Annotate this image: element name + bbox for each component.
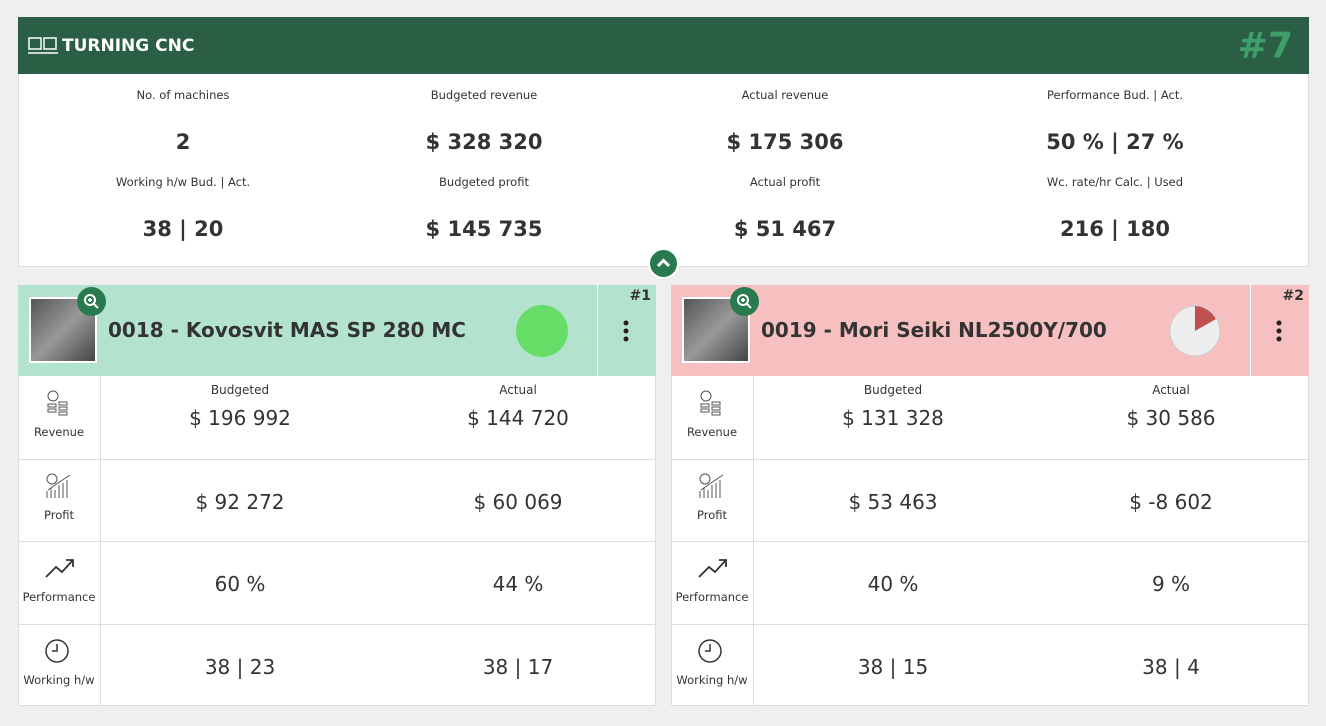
- actual-value: 38 | 17: [482, 654, 554, 679]
- stat-label: Budgeted profit: [439, 175, 529, 189]
- stat-value: $ 175 306: [726, 130, 844, 154]
- menu-button[interactable]: [618, 318, 634, 344]
- row-divider: [18, 541, 656, 542]
- actual-value: 38 | 4: [1142, 654, 1200, 679]
- row-label: Working h/w: [676, 672, 748, 687]
- machine-rank: #1: [629, 288, 651, 304]
- budgeted-value: $ 92 272: [195, 489, 285, 514]
- header-bar: [18, 17, 1309, 74]
- stat-label: Actual revenue: [741, 88, 829, 102]
- budgeted-value: $ 53 463: [848, 489, 938, 514]
- stat-label: Working h/w Bud. | Act.: [115, 175, 251, 189]
- status-pie: [515, 304, 569, 358]
- row-label: Profit: [44, 507, 74, 522]
- row-icon: [697, 555, 729, 583]
- budgeted-value: 38 | 15: [857, 654, 929, 679]
- collapse-button[interactable]: [648, 248, 679, 279]
- row-label: Performance: [675, 590, 749, 604]
- budgeted-value: $ 131 328: [842, 406, 944, 430]
- row-divider: [671, 541, 1309, 542]
- actual-value: 44 %: [492, 572, 544, 596]
- machine-name: 0019 - Mori Seiki NL2500Y/700: [761, 318, 1107, 342]
- section-title: TURNING CNC: [62, 36, 195, 56]
- stat-label: Wc. rate/hr Calc. | Used: [1046, 175, 1184, 189]
- budgeted-value: 60 %: [214, 572, 266, 596]
- actual-value: $ -8 602: [1129, 489, 1213, 514]
- column-header: Budgeted: [210, 383, 270, 397]
- machine-name: 0018 - Kovosvit MAS SP 280 MC: [108, 318, 466, 342]
- stat-label: Actual profit: [749, 175, 821, 189]
- row-icon: [44, 390, 76, 418]
- section-number: #7: [1237, 25, 1293, 67]
- stat-value: $ 51 467: [733, 217, 837, 241]
- row-icon: [697, 390, 729, 418]
- row-divider: [671, 458, 1309, 460]
- zoom-button[interactable]: [77, 287, 106, 316]
- stat-value: 50 % | 27 %: [1046, 130, 1184, 154]
- row-divider: [18, 623, 656, 625]
- actual-value: $ 144 720: [467, 406, 569, 430]
- row-label: Profit: [697, 507, 727, 522]
- budgeted-value: $ 196 992: [189, 406, 291, 430]
- row-icon: [697, 638, 729, 666]
- menu-divider: [1250, 285, 1251, 376]
- budgeted-value: 40 %: [867, 572, 919, 596]
- stat-label: No. of machines: [136, 88, 230, 102]
- budgeted-value: 38 | 23: [204, 654, 276, 679]
- row-divider: [671, 623, 1309, 625]
- status-pie: [1168, 304, 1222, 358]
- zoom-button[interactable]: [730, 287, 759, 316]
- cnc-icon: [28, 37, 58, 54]
- actual-value: 9 %: [1151, 572, 1191, 596]
- row-icon: [44, 638, 76, 666]
- row-icon: [44, 555, 76, 583]
- menu-button[interactable]: [1271, 318, 1287, 344]
- column-header: Actual: [499, 383, 537, 397]
- stat-value: 38 | 20: [142, 217, 224, 241]
- row-divider: [18, 458, 656, 460]
- column-header: Actual: [1152, 383, 1190, 397]
- machine-rank: #2: [1282, 288, 1304, 304]
- row-label: Revenue: [686, 425, 738, 439]
- stat-value: $ 328 320: [425, 130, 543, 154]
- stat-value: 2: [175, 130, 191, 154]
- row-label: Working h/w: [23, 672, 95, 687]
- column-header: Budgeted: [863, 383, 923, 397]
- stat-label: Budgeted revenue: [430, 88, 538, 102]
- row-label: Performance: [22, 590, 96, 604]
- row-icon: [44, 473, 76, 501]
- row-label: Revenue: [33, 425, 85, 439]
- stat-label: Performance Bud. | Act.: [1046, 88, 1184, 102]
- stat-value: $ 145 735: [425, 217, 543, 241]
- row-icon: [697, 473, 729, 501]
- menu-divider: [597, 285, 598, 376]
- actual-value: $ 30 586: [1126, 406, 1216, 430]
- actual-value: $ 60 069: [473, 489, 563, 514]
- stat-value: 216 | 180: [1060, 217, 1170, 241]
